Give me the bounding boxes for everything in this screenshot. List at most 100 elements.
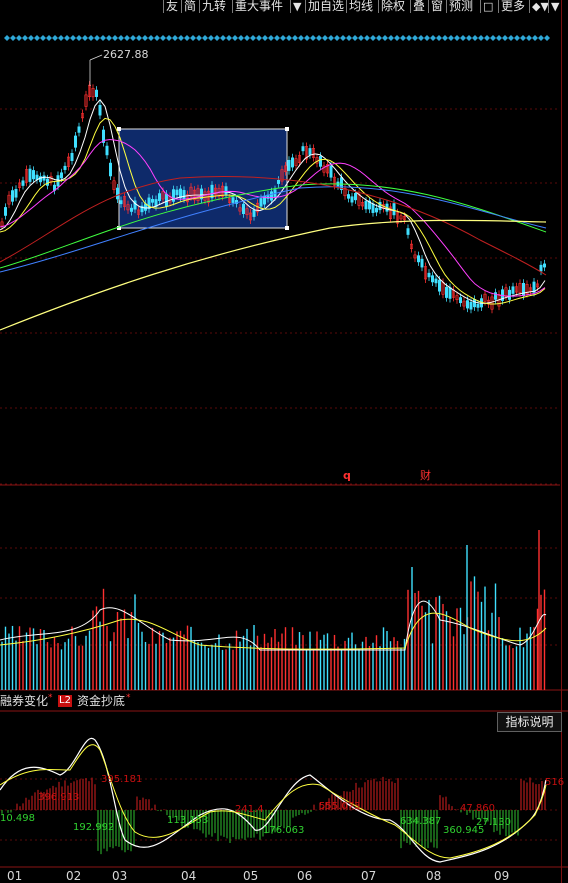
event-diamond <box>142 35 148 41</box>
event-diamond <box>514 35 520 41</box>
tab-fund-bottom[interactable]: 资金抄底 <box>77 694 126 708</box>
event-diamond <box>526 35 532 41</box>
candle-body <box>45 178 49 186</box>
candle-body <box>231 197 235 203</box>
candle-body <box>140 205 144 213</box>
candle-body <box>483 293 487 302</box>
candle-body <box>245 208 249 216</box>
candle-body <box>0 221 4 227</box>
event-diamond <box>112 35 118 41</box>
candle-body <box>214 187 218 196</box>
event-diamond <box>28 35 34 41</box>
candle-body <box>413 254 417 259</box>
ma250-line <box>0 219 547 331</box>
candle-body <box>242 203 246 215</box>
toolbar-more-button[interactable]: 更多 <box>498 0 527 13</box>
candle-body <box>532 281 536 293</box>
candle-body <box>276 179 280 184</box>
toolbar-nine-turn-button[interactable]: 九转 <box>199 0 228 13</box>
event-diamond <box>448 35 454 41</box>
indicator-value-label: 516 <box>545 777 565 788</box>
candle-body <box>430 275 434 283</box>
toolbar-tool-dropdown[interactable]: ◆▼ <box>529 0 551 13</box>
price-scale <box>561 0 568 883</box>
event-diamond <box>532 35 538 41</box>
toolbar-overlay-button[interactable]: 叠 <box>410 0 427 13</box>
candle-body <box>98 104 102 116</box>
x-tick-label: 01 <box>7 869 23 883</box>
event-diamond <box>454 35 460 41</box>
candle-body <box>203 191 207 201</box>
candle-body <box>91 88 95 98</box>
toolbar-major-events-button[interactable]: 重大事件 <box>232 0 285 13</box>
event-diamond <box>334 35 340 41</box>
event-diamond <box>316 35 322 41</box>
volume-average-lines <box>0 600 547 651</box>
toolbar-frame-icon[interactable]: □ <box>480 0 495 13</box>
candle-body <box>28 168 32 182</box>
event-marker-report[interactable]: 财 <box>420 469 431 482</box>
event-diamond <box>292 35 298 41</box>
tab-margin-change[interactable]: 融券变化 <box>0 694 49 708</box>
event-diamond <box>148 35 154 41</box>
candle-body <box>395 212 399 224</box>
x-tick-label: 06 <box>297 869 313 883</box>
candle-body <box>151 199 155 203</box>
event-diamond <box>124 35 130 41</box>
event-diamond <box>94 35 100 41</box>
candle-body <box>329 165 333 178</box>
toolbar-simple-button[interactable]: 简 <box>181 0 198 13</box>
event-diamond <box>460 35 466 41</box>
event-diamond <box>82 35 88 41</box>
indicator-line-yellow <box>0 744 547 859</box>
candle-body <box>448 287 452 299</box>
toolbar-forecast-button[interactable]: 预测 <box>446 0 475 13</box>
toolbar-end-dropdown[interactable]: ▼ <box>548 0 561 13</box>
candle-body <box>252 209 256 217</box>
candle-body <box>308 148 312 155</box>
toolbar-moving-average-button[interactable]: 均线 <box>346 0 375 13</box>
toolbar-friend-button[interactable]: 友 <box>163 0 180 13</box>
candle-body <box>102 129 106 143</box>
event-marker-q[interactable]: q <box>343 469 351 482</box>
indicator-help-button[interactable]: 指标说明 <box>497 712 562 732</box>
ma20-line <box>0 138 546 297</box>
candle-body <box>542 263 546 268</box>
candle-body <box>123 196 127 207</box>
indicator-value-label: 10.498 <box>0 813 35 824</box>
event-diamond <box>256 35 262 41</box>
candle-body <box>59 172 63 179</box>
event-diamond <box>238 35 244 41</box>
event-diamond <box>430 35 436 41</box>
candle-body <box>392 203 396 216</box>
candle-body <box>504 287 508 297</box>
toolbar-events-dropdown[interactable]: ▼ <box>290 0 303 13</box>
indicator-value-label: 192.992 <box>73 822 115 833</box>
event-diamond <box>250 35 256 41</box>
event-diamond <box>160 35 166 41</box>
event-diamond <box>490 35 496 41</box>
event-diamond <box>418 35 424 41</box>
candle-body <box>416 255 420 263</box>
candle-body <box>458 297 462 304</box>
tab-fund-bottom-mark: * <box>126 693 131 703</box>
candle-body <box>189 186 193 198</box>
volume-ma10 <box>0 612 547 650</box>
event-diamond <box>484 35 490 41</box>
candle-body <box>294 158 298 166</box>
event-diamond <box>70 35 76 41</box>
candle-body <box>42 175 46 181</box>
event-diamond <box>88 35 94 41</box>
event-diamond <box>406 35 412 41</box>
indicator-tabs: 融券变化 * L2 资金抄底 * <box>0 693 568 710</box>
toolbar-ex-rights-button[interactable]: 除权 <box>378 0 407 13</box>
indicator-value-label: 555.073 <box>319 801 361 812</box>
candle-body <box>70 152 74 161</box>
candle-body <box>476 303 480 308</box>
toolbar-window-button[interactable]: 窗 <box>428 0 445 13</box>
event-diamond <box>22 35 28 41</box>
toolbar-add-watchlist-button[interactable]: 加自选 <box>305 0 346 13</box>
event-diamond <box>58 35 64 41</box>
candle-body <box>455 295 459 301</box>
